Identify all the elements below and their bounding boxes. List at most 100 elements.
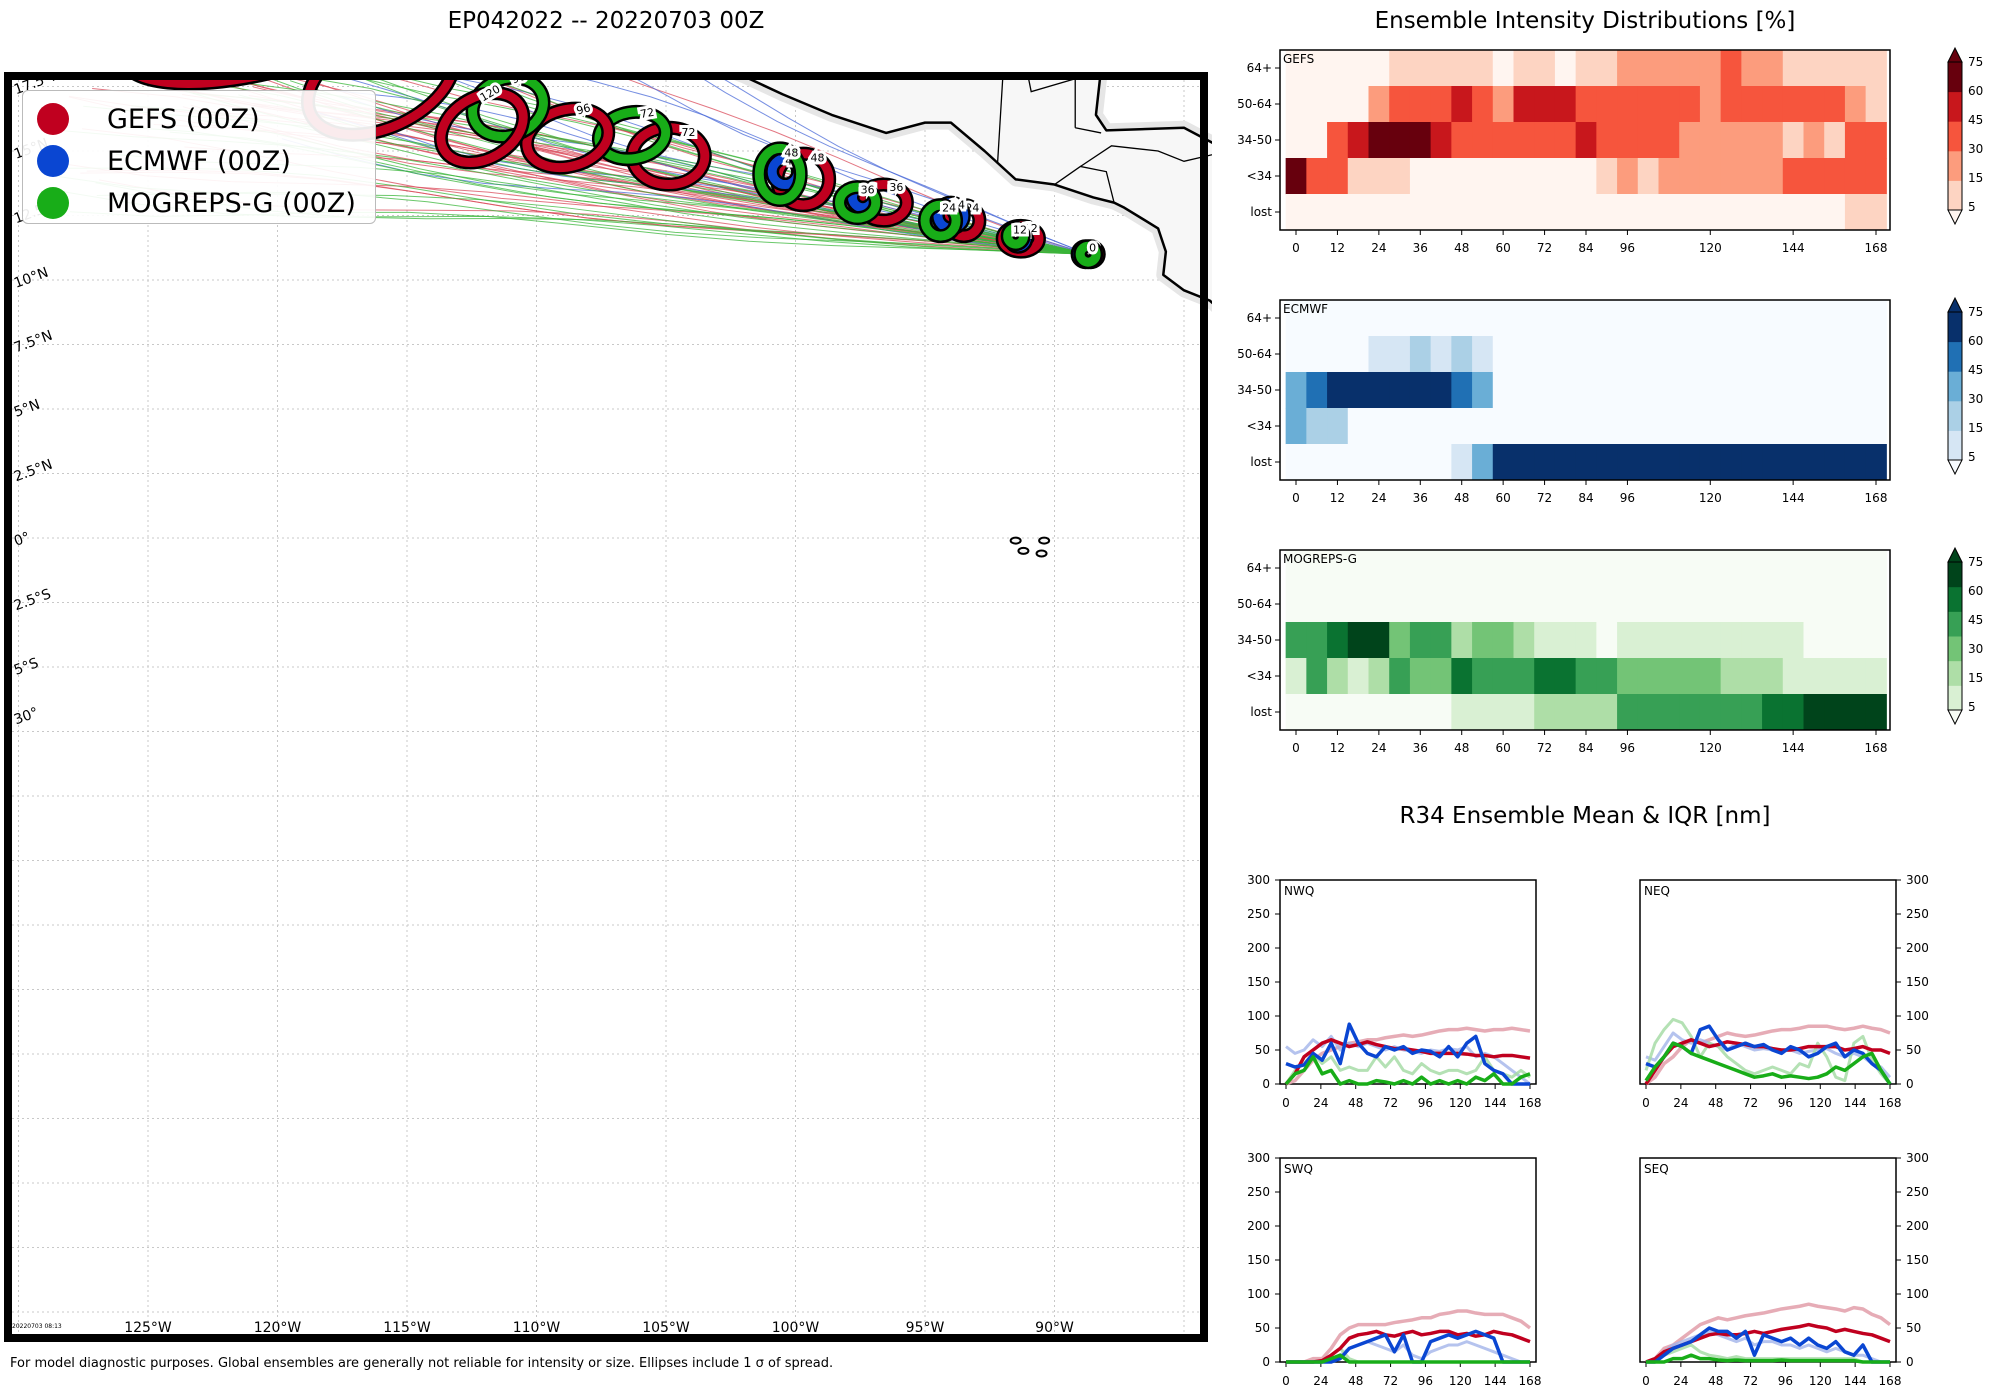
intensity-cell: [1513, 336, 1535, 373]
latitude-label: 30°: [12, 705, 41, 729]
legend-entry: MOGREPS-G (00Z): [37, 185, 356, 221]
intensity-cell: [1658, 694, 1680, 731]
ellipse-hour-label: 72: [639, 106, 655, 121]
intensity-cell: [1368, 336, 1390, 373]
intensity-cell: [1327, 122, 1349, 159]
intensity-cell: [1389, 694, 1411, 731]
galapagos-island: [1017, 546, 1030, 555]
intensity-cell: [1803, 50, 1825, 87]
ellipse-group: 0: [1073, 238, 1104, 270]
intensity-cell: [1368, 158, 1390, 195]
intensity-cell: [1844, 50, 1867, 87]
intensity-cell: [1389, 86, 1411, 123]
intensity-cell: [1327, 622, 1349, 659]
ellipse-hour-label: 48: [811, 151, 825, 164]
intensity-cell: [1658, 444, 1680, 481]
intensity-cell: [1513, 550, 1535, 587]
intensity-cell: [1762, 622, 1784, 659]
intensity-cell: [1762, 372, 1784, 409]
colorbar-label: 30: [1968, 392, 1983, 406]
mogreps-mean-line: [1646, 1353, 1890, 1364]
intensity-cell: [1617, 336, 1639, 373]
intensity-cell: [1534, 122, 1556, 159]
intensity-cell: [1824, 586, 1846, 623]
y-tick-label: 300: [1906, 873, 1929, 887]
intensity-cell: [1720, 122, 1742, 159]
intensity-cell: [1803, 694, 1825, 731]
intensity-cell: [1679, 86, 1701, 123]
intensity-cell: [1575, 408, 1597, 445]
longitude-label: 120°W: [254, 1320, 302, 1336]
intensity-cell: [1327, 408, 1349, 445]
hour-label: 96: [1620, 741, 1635, 755]
intensity-cell: [1824, 658, 1846, 695]
y-tick-label: 100: [1247, 1287, 1270, 1301]
intensity-cell: [1699, 408, 1722, 445]
intensity-cell: [1844, 122, 1867, 159]
y-tick-label: 250: [1906, 907, 1929, 921]
intensity-cell: [1451, 86, 1473, 123]
intensity-cell: [1803, 194, 1825, 231]
colorbar-label: 45: [1968, 613, 1983, 627]
y-tick-label: 250: [1247, 1185, 1270, 1199]
intensity-cell: [1534, 158, 1556, 195]
intensity-cell: [1658, 50, 1680, 87]
intensity-cell: [1741, 50, 1763, 87]
intensity-cell: [1637, 86, 1659, 123]
hour-label: 168: [1865, 741, 1888, 755]
intensity-cell: [1513, 408, 1535, 445]
colorbar-segment: [1948, 430, 1962, 461]
intensity-cell: [1285, 658, 1307, 695]
intensity-cell: [1409, 444, 1432, 481]
intensity-cell: [1554, 122, 1577, 159]
intensity-cell: [1844, 86, 1867, 123]
intensity-cell: [1492, 158, 1514, 195]
intensity-cell: [1720, 622, 1742, 659]
map-title: EP042022 -- 20220703 00Z: [447, 8, 765, 34]
intensity-panel: ECMWF 64+ 50-64 34-50 <34 lost 0 12 24 36 48 60 72 84…: [1237, 296, 1983, 505]
intensity-cell: [1513, 586, 1535, 623]
border-line: [1075, 127, 1102, 134]
x-tick-label: 168: [1879, 1374, 1902, 1388]
intensity-cell: [1741, 300, 1763, 337]
intensity-cell: [1679, 622, 1701, 659]
intensity-cell: [1720, 372, 1742, 409]
y-tick-label: 50: [1906, 1043, 1921, 1057]
intensity-cell: [1409, 336, 1432, 373]
intensity-cell: [1679, 300, 1701, 337]
intensity-cell: [1824, 372, 1846, 409]
x-tick-label: 24: [1313, 1096, 1328, 1110]
intensity-cell: [1409, 586, 1432, 623]
intensity-cell: [1782, 408, 1804, 445]
intensity-cell: [1285, 444, 1307, 481]
intensity-cell: [1409, 622, 1432, 659]
hour-label: 120: [1699, 741, 1722, 755]
colorbar-frame: [1947, 311, 1963, 461]
ellipse-hour-label: 12: [1013, 223, 1027, 236]
intensity-cell: [1762, 550, 1784, 587]
intensity-cell: [1430, 444, 1452, 481]
intensity-cell: [1720, 408, 1742, 445]
colorbar-extend-top: [1947, 46, 1963, 63]
ellipse-group: 48: [752, 141, 808, 208]
intensity-cell: [1617, 694, 1639, 731]
intensity-cell: [1720, 336, 1742, 373]
intensity-cell: [1513, 194, 1535, 231]
intensity-cell: [1409, 300, 1432, 337]
forecast-ellipse: [835, 182, 881, 223]
category-label: 34-50: [1237, 633, 1272, 647]
intensity-cell: [1327, 336, 1349, 373]
intensity-cell: [1451, 300, 1473, 337]
mogreps-iqr-line: [1284, 1051, 1531, 1085]
intensity-cell: [1824, 694, 1846, 731]
intensity-cell: [1658, 550, 1680, 587]
intensity-cell: [1741, 694, 1763, 731]
intensity-cell: [1472, 658, 1494, 695]
intensity-cell: [1596, 50, 1618, 87]
intensity-cell: [1554, 444, 1577, 481]
intensity-cell: [1327, 86, 1349, 123]
colorbar-label: 60: [1968, 334, 1983, 348]
intensity-cell: [1575, 550, 1597, 587]
intensity-cell: [1844, 694, 1867, 731]
legend-marker-icon: [37, 145, 69, 177]
